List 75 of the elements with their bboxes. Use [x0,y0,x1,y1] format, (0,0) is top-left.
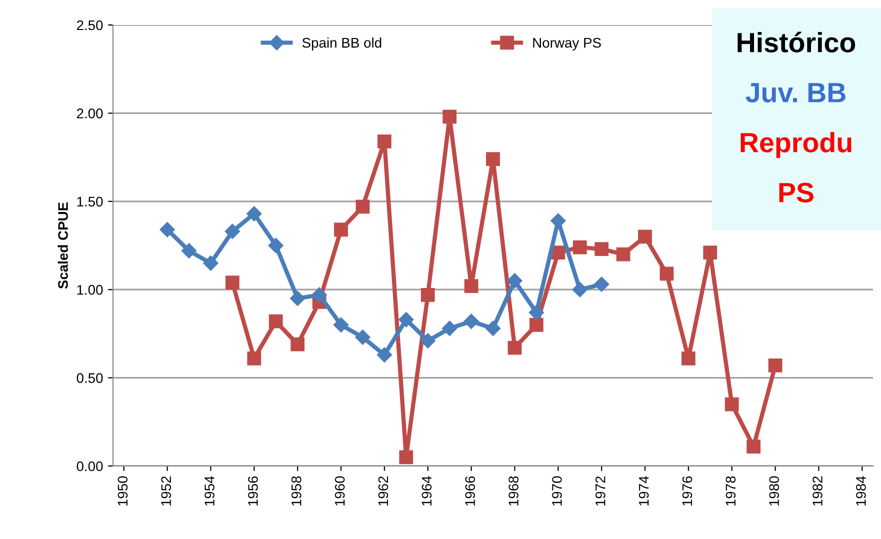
point [572,282,588,298]
point [290,337,305,352]
point [616,247,630,262]
point [594,242,609,256]
point [464,314,479,329]
x-tick-label: 1982 [812,476,822,506]
annotation: Reprodu [740,132,852,158]
point [703,246,718,260]
point [507,273,522,288]
point [224,224,240,239]
point [334,222,348,237]
point [333,317,349,332]
annotation: Juv. BB [746,83,846,102]
point [529,318,544,332]
point [268,314,283,328]
x-tick-label: 1954 [204,476,214,506]
point [377,134,392,148]
point [247,351,262,366]
x-tick-label: 1950 [118,476,128,506]
x-tick-label: 1968 [508,476,518,506]
point [508,340,522,355]
annotation: PS [779,182,814,202]
point [528,304,544,320]
x-tick-label: 1962 [378,476,388,506]
point [399,450,414,464]
y-tick-label: 2.50 [76,20,103,30]
point [355,330,370,345]
y-tick-label: 1.00 [77,284,103,295]
point [746,440,761,454]
x-tick-label: 1952 [161,476,172,506]
point [594,276,610,292]
point [312,287,327,302]
point [290,290,306,306]
point [160,222,175,238]
point [660,266,674,281]
point [420,333,436,348]
annotation: Histórico [738,32,856,52]
x-tick-label: 1978 [726,476,736,506]
point [246,206,262,222]
point [638,230,652,244]
y-tick-label: 0.50 [76,373,103,383]
x-tick-label: 1960 [334,476,345,506]
legend-label: Spain BB old [302,38,382,50]
x-tick-label: 1956 [248,476,258,506]
y-tick-label: 0.00 [76,461,103,472]
point [464,279,478,294]
x-tick-label: 1974 [638,476,649,506]
x-tick-label: 1980 [769,476,780,506]
point [356,200,370,214]
y-tick-label: 1.50 [77,196,103,207]
y-tick-label: 2.00 [76,108,103,118]
y-axis-title: Scaled CPUE [58,202,68,289]
point [181,243,197,258]
legend-label: Norway PS [533,38,601,50]
point [724,397,739,412]
point [442,320,458,336]
x-tick-label: 1976 [682,476,692,506]
point [268,238,284,254]
x-tick-label: 1964 [422,476,432,506]
point [572,240,587,254]
point [203,256,218,271]
x-tick-label: 1958 [291,476,302,506]
x-tick-label: 1966 [465,476,476,506]
point [768,358,782,372]
x-tick-label: 1972 [595,476,606,506]
point [420,288,435,302]
point [398,312,414,328]
point [225,276,240,290]
x-tick-label: 1984 [856,476,866,506]
point [681,351,696,366]
point [442,110,457,124]
point [376,347,392,362]
point [485,320,501,336]
x-tick-label: 1970 [552,476,562,506]
point [486,152,500,166]
